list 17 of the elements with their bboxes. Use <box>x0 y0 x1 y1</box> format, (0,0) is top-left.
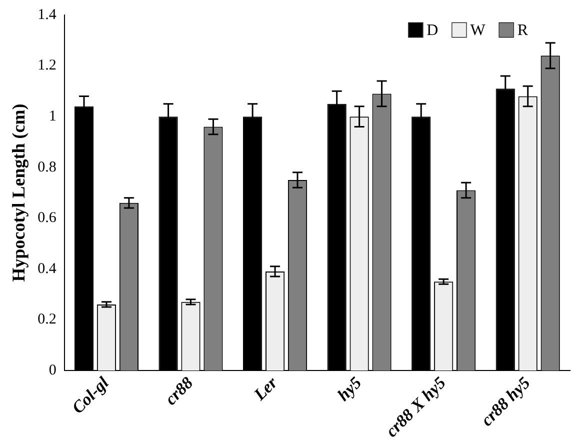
y-tick-label: 1.2 <box>38 58 56 74</box>
y-tick-label: 1 <box>48 108 56 125</box>
y-tick-label: 0.8 <box>38 159 56 176</box>
y-tick-label: 1.4 <box>38 6 57 23</box>
x-tick-label: Ler <box>249 372 282 405</box>
y-tick-label: 0.6 <box>38 210 57 226</box>
legend-label: R <box>517 22 528 40</box>
x-tick-label: hy5 <box>334 372 366 405</box>
x-tick-label: cr88 hy5 <box>477 372 534 430</box>
y-tick-label: 0.2 <box>38 312 56 328</box>
y-axis-title: Hypocotyl Length (cm) <box>8 104 28 282</box>
legend-label: W <box>470 22 486 40</box>
x-tick-label: cr88 X hy5 <box>382 372 450 441</box>
y-tick-label: 0.4 <box>38 260 57 277</box>
y-tick-label: 0 <box>48 362 56 378</box>
legend-label: D <box>426 22 438 40</box>
x-tick-label: cr88 <box>161 372 198 409</box>
